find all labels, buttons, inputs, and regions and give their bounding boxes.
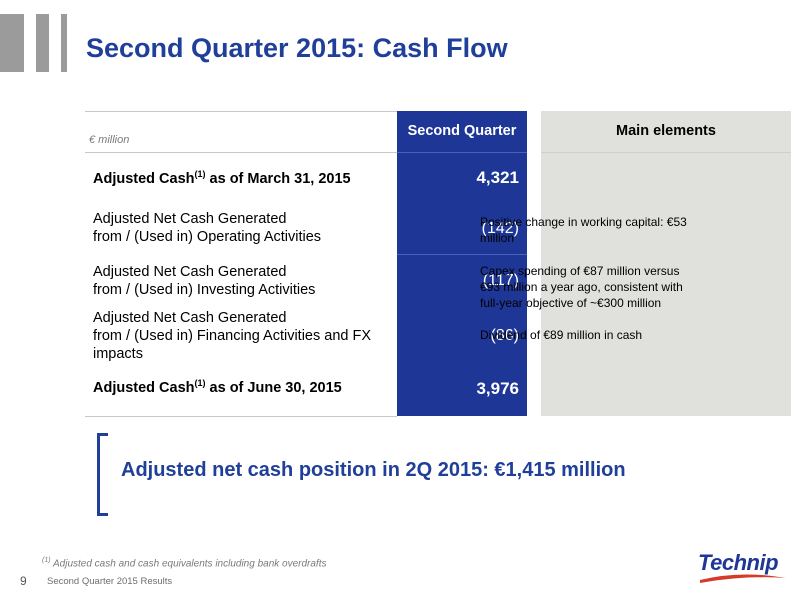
blue-col-separator [397, 152, 527, 153]
header-bottom-line [85, 152, 397, 153]
table-row-value: (142) [481, 220, 519, 237]
table-row-label: Adjusted Net Cash Generated from / (Used… [93, 310, 372, 362]
title-bar-2 [36, 14, 49, 72]
main-elements-panel: Main elements [541, 111, 791, 416]
main-elements-header: Main elements [616, 123, 716, 139]
bullet-square-icon [464, 268, 468, 272]
table-row-label: Adjusted Cash(1) as of March 31, 2015 [93, 169, 351, 187]
table-top-line [85, 111, 397, 112]
bullet-square-icon [464, 332, 468, 336]
net-cash-highlight: Adjusted net cash position in 2Q 2015: €… [121, 459, 626, 481]
cash-flow-table: € million Second Quarter Main elements A… [85, 111, 791, 417]
page-number: 9 [20, 574, 27, 588]
highlight-bracket-decoration [97, 433, 108, 516]
table-bottom-line [85, 416, 397, 417]
table-row-value: 4,321 [476, 168, 519, 187]
technip-logo: Technip [690, 548, 790, 588]
grey-col-separator [541, 152, 791, 153]
table-row-label: Adjusted Net Cash Generated from / (Used… [93, 211, 322, 245]
unit-label: € million [89, 134, 130, 146]
title-bars-decoration [0, 14, 70, 72]
table-row-value: (117) [482, 272, 519, 289]
footer-text: Second Quarter 2015 Results [47, 576, 173, 587]
title-bar-1 [0, 14, 24, 72]
title-bar-3 [61, 14, 67, 72]
slide-title: Second Quarter 2015: Cash Flow [86, 33, 508, 63]
logo-swoosh-icon [700, 574, 786, 583]
table-row-value: (86) [490, 327, 519, 344]
table-row-value: 3,976 [476, 379, 519, 398]
second-quarter-header: Second Quarter [407, 123, 517, 139]
table-row-label: Adjusted Cash(1) as of June 30, 2015 [93, 378, 342, 396]
table-row-label: Adjusted Net Cash Generated from / (Used… [93, 264, 316, 298]
second-quarter-column: Second Quarter [397, 111, 527, 416]
blue-col-separator [397, 254, 527, 255]
bullet-square-icon [464, 219, 468, 223]
footnote: (1) Adjusted cash and cash equivalents i… [42, 557, 327, 570]
